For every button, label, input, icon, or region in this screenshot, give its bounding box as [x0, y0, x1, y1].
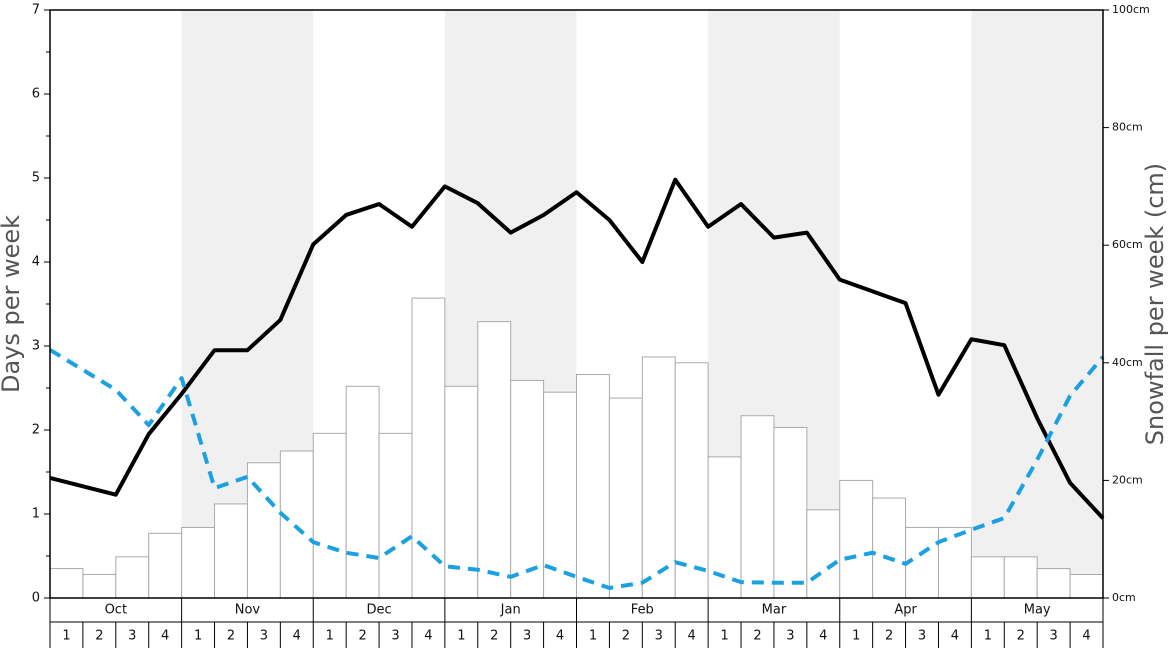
week-label: 3 [1050, 629, 1058, 644]
week-label: 3 [786, 629, 794, 644]
bar [839, 479, 874, 599]
bar [1003, 556, 1038, 599]
week-label: 1 [62, 629, 70, 644]
bar [740, 415, 775, 599]
week-label: 1 [589, 629, 597, 644]
y-tick-label: 7 [32, 3, 40, 18]
bar [82, 573, 117, 599]
week-label: 2 [358, 629, 366, 644]
week-label: 1 [720, 629, 728, 644]
month-shade [971, 10, 1103, 598]
bar [411, 297, 446, 599]
week-label: 1 [326, 629, 334, 644]
y-tick-label: 0 [32, 591, 40, 606]
bar [806, 509, 841, 599]
week-label: 2 [885, 629, 893, 644]
week-label: 1 [194, 629, 202, 644]
bar [279, 450, 314, 599]
y2-axis-title: Snowfall per week (cm) [1141, 163, 1168, 445]
bar [905, 526, 939, 599]
line-series [49, 177, 1105, 520]
month-label: Jan [500, 603, 521, 618]
week-label: 2 [1017, 629, 1025, 644]
bar [1036, 568, 1071, 599]
y-tick-label: 6 [32, 87, 40, 102]
month-label: Dec [366, 603, 391, 618]
bar [510, 379, 545, 599]
bar [378, 432, 413, 599]
week-label: 2 [622, 629, 630, 644]
bar [872, 497, 907, 599]
week-label: 3 [391, 629, 399, 644]
y-tick-label: 5 [32, 171, 40, 186]
bar [641, 356, 676, 599]
week-label: 4 [1082, 629, 1090, 644]
y-tick-label: 4 [32, 255, 40, 270]
month-label: Mar [762, 603, 787, 618]
y-tick-label: 3 [32, 339, 40, 354]
bar [312, 432, 347, 599]
bar [477, 321, 512, 599]
week-label: 2 [227, 629, 235, 644]
week-label: 2 [753, 629, 761, 644]
bar [181, 526, 216, 599]
line-series [48, 348, 1105, 591]
week-label: 3 [128, 629, 136, 644]
month-label: Oct [105, 603, 127, 618]
week-label: 1 [852, 629, 860, 644]
bar [1069, 573, 1104, 599]
bar [576, 374, 610, 599]
month-label: Feb [631, 603, 654, 618]
y2-tick-label: 0cm [1112, 591, 1136, 604]
bar [773, 426, 808, 599]
y-tick-label: 1 [32, 507, 40, 522]
y2-tick-label: 20cm [1112, 473, 1143, 486]
bar [608, 397, 643, 599]
y-tick-label: 2 [32, 423, 40, 438]
week-label: 3 [523, 629, 531, 644]
week-label: 4 [293, 629, 301, 644]
bar [214, 503, 248, 599]
y2-tick-label: 40cm [1112, 356, 1143, 369]
week-label: 3 [260, 629, 268, 644]
bar [115, 556, 150, 599]
y2-tick-label: 60cm [1112, 238, 1143, 251]
week-label: 4 [161, 629, 169, 644]
bar [937, 526, 972, 599]
week-label: 3 [655, 629, 663, 644]
week-label: 4 [424, 629, 432, 644]
week-label: 4 [688, 629, 696, 644]
bar [970, 556, 1005, 599]
month-label: Apr [894, 603, 917, 618]
week-label: 4 [951, 629, 959, 644]
week-label: 1 [457, 629, 465, 644]
week-label: 2 [490, 629, 498, 644]
bar [345, 385, 380, 599]
week-label: 4 [819, 629, 827, 644]
week-label: 3 [918, 629, 926, 644]
y2-tick-label: 100cm [1112, 3, 1150, 16]
bar [148, 532, 183, 599]
week-label: 4 [556, 629, 564, 644]
y-axis-title: Days per week [0, 215, 25, 393]
month-label: Nov [235, 603, 261, 618]
month-label: May [1024, 603, 1051, 618]
week-label: 2 [95, 629, 103, 644]
bar [49, 568, 84, 599]
week-label: 1 [984, 629, 992, 644]
y2-tick-label: 80cm [1112, 121, 1143, 134]
